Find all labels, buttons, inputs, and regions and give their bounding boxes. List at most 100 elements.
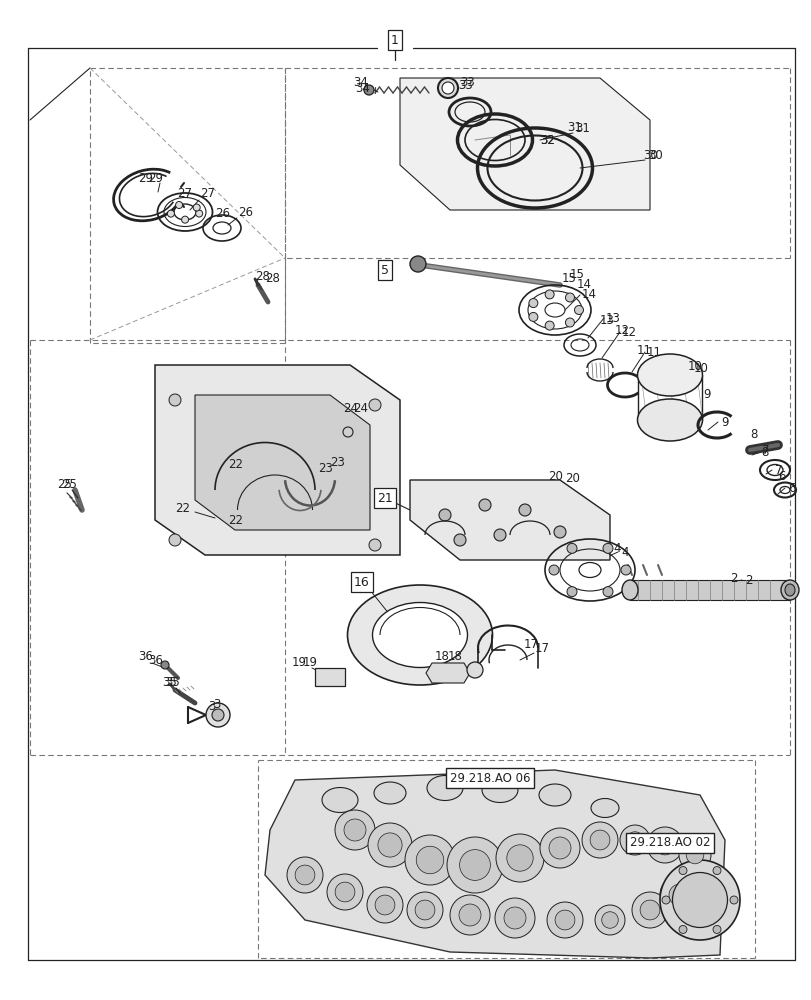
Circle shape: [367, 823, 411, 867]
Circle shape: [453, 534, 466, 546]
Circle shape: [377, 833, 401, 857]
Circle shape: [458, 904, 480, 926]
Text: 7: 7: [761, 444, 769, 456]
Text: 29: 29: [148, 172, 163, 185]
Text: 15: 15: [569, 268, 584, 282]
Circle shape: [712, 867, 720, 875]
Ellipse shape: [372, 602, 467, 668]
Polygon shape: [264, 770, 724, 958]
Circle shape: [544, 321, 553, 330]
Polygon shape: [400, 78, 649, 210]
Text: 20: 20: [547, 471, 562, 484]
Circle shape: [539, 828, 579, 868]
Circle shape: [495, 898, 534, 938]
Text: 15: 15: [561, 271, 576, 284]
Circle shape: [564, 293, 573, 302]
Text: 32: 32: [539, 134, 554, 147]
Circle shape: [414, 900, 435, 920]
Ellipse shape: [482, 778, 517, 802]
Text: 34: 34: [353, 76, 367, 89]
Circle shape: [195, 210, 203, 217]
Text: 2: 2: [744, 574, 752, 586]
Text: 34: 34: [354, 82, 370, 95]
Text: 27: 27: [200, 187, 215, 200]
Circle shape: [548, 837, 570, 859]
Circle shape: [478, 499, 491, 511]
Circle shape: [646, 827, 682, 863]
Text: 14: 14: [577, 278, 591, 292]
Circle shape: [678, 867, 686, 875]
Text: 20: 20: [564, 472, 579, 485]
Circle shape: [363, 85, 374, 95]
Circle shape: [729, 896, 737, 904]
Circle shape: [406, 892, 443, 928]
Circle shape: [327, 874, 363, 910]
Circle shape: [626, 832, 642, 848]
Text: 19: 19: [303, 656, 318, 670]
Circle shape: [620, 565, 630, 575]
Polygon shape: [426, 663, 470, 683]
Text: 23: 23: [318, 462, 333, 475]
Circle shape: [335, 810, 375, 850]
Text: 12: 12: [621, 326, 636, 338]
Text: 17: 17: [534, 642, 549, 654]
Text: 5: 5: [380, 263, 388, 276]
Circle shape: [639, 900, 659, 920]
Circle shape: [441, 82, 453, 94]
Text: 21: 21: [376, 491, 393, 504]
Circle shape: [175, 202, 182, 209]
Circle shape: [553, 526, 565, 538]
Ellipse shape: [637, 354, 702, 396]
Ellipse shape: [347, 585, 492, 685]
Text: 3: 3: [208, 700, 215, 713]
Circle shape: [493, 529, 505, 541]
Circle shape: [416, 846, 443, 874]
Circle shape: [294, 865, 315, 885]
Text: 19: 19: [292, 656, 307, 670]
Text: 18: 18: [435, 650, 449, 664]
Circle shape: [631, 892, 667, 928]
Text: 9: 9: [702, 388, 710, 401]
Text: 32: 32: [539, 134, 554, 147]
Circle shape: [654, 835, 674, 855]
Ellipse shape: [637, 399, 702, 441]
Circle shape: [368, 539, 380, 551]
Circle shape: [566, 543, 577, 553]
Text: 4: 4: [612, 542, 620, 554]
Ellipse shape: [539, 784, 570, 806]
Polygon shape: [629, 580, 789, 600]
Text: 4: 4: [620, 546, 628, 558]
Circle shape: [518, 504, 530, 516]
Circle shape: [601, 912, 617, 928]
Text: 28: 28: [255, 270, 269, 284]
Circle shape: [668, 884, 690, 906]
Circle shape: [193, 204, 200, 211]
Text: 22: 22: [228, 458, 242, 472]
Circle shape: [466, 662, 483, 678]
Text: 29.218.AO 06: 29.218.AO 06: [449, 772, 530, 784]
Circle shape: [459, 850, 490, 880]
Ellipse shape: [784, 584, 794, 596]
Circle shape: [169, 394, 181, 406]
Circle shape: [685, 846, 703, 864]
Text: 8: 8: [749, 428, 757, 442]
Text: 23: 23: [329, 456, 345, 470]
Circle shape: [344, 819, 366, 841]
Text: 11: 11: [636, 344, 651, 357]
Ellipse shape: [590, 798, 618, 817]
Circle shape: [161, 661, 169, 669]
Circle shape: [437, 78, 457, 98]
Circle shape: [620, 825, 649, 855]
Text: 36: 36: [138, 650, 152, 664]
Circle shape: [169, 534, 181, 546]
Text: 26: 26: [215, 207, 230, 220]
Text: 17: 17: [523, 638, 539, 652]
Circle shape: [335, 882, 354, 902]
Circle shape: [206, 703, 230, 727]
Circle shape: [544, 290, 553, 299]
Circle shape: [590, 830, 609, 850]
Text: 29.218.AO 02: 29.218.AO 02: [629, 836, 710, 849]
Text: 27: 27: [177, 187, 191, 200]
Text: 11: 11: [646, 346, 661, 359]
Ellipse shape: [427, 776, 462, 800]
